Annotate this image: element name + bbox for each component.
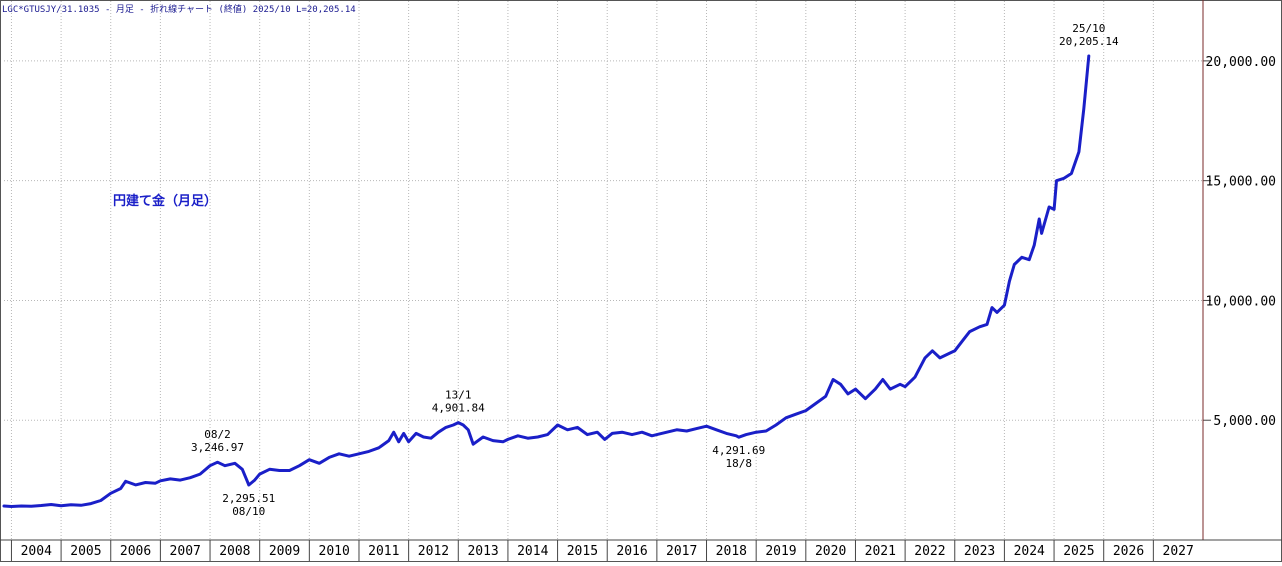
x-tick-label: 2026: [1113, 544, 1144, 559]
x-tick-label: 2012: [418, 544, 449, 559]
y-tick-label: 15,000.00: [1206, 175, 1276, 190]
y-tick-label: 20,000.00: [1206, 55, 1276, 70]
x-tick-label: 2011: [368, 544, 399, 559]
chart-title: 円建て金（月足）: [113, 194, 218, 209]
x-tick-label: 2023: [964, 544, 995, 559]
x-tick-label: 2013: [467, 544, 498, 559]
x-tick-label: 2024: [1014, 544, 1045, 559]
annotation-label: 08/2: [204, 428, 231, 441]
x-tick-label: 2006: [120, 544, 151, 559]
x-tick-label: 2004: [21, 544, 52, 559]
x-tick-label: 2015: [567, 544, 598, 559]
y-tick-label: 10,000.00: [1206, 294, 1276, 309]
header-period: 月足: [115, 5, 134, 15]
x-tick-label: 2021: [865, 544, 896, 559]
header-last-info: 2025/10 L=20,205.14: [252, 5, 356, 15]
x-tick-label: 2010: [319, 544, 350, 559]
header-symbol: LGC*GTUSJY/31.1035: [2, 5, 100, 15]
annotation-label: 3,246.97: [191, 441, 244, 454]
x-tick-label: 2019: [765, 544, 796, 559]
x-tick-label: 2020: [815, 544, 846, 559]
header-price-kind: (終値): [218, 5, 248, 15]
x-tick-label: 2027: [1163, 544, 1194, 559]
annotation-label: 2,295.51: [222, 492, 275, 505]
annotation-label: 4,291.69: [712, 444, 765, 457]
annotation-label: 20,205.14: [1059, 35, 1119, 48]
header-chart-kind: 折れ線チャート: [150, 5, 214, 15]
x-tick-label: 2005: [70, 544, 101, 559]
x-tick-label: 2022: [914, 544, 945, 559]
x-tick-label: 2009: [269, 544, 300, 559]
x-tick-label: 2017: [666, 544, 697, 559]
chart-header: LGC*GTUSJY/31.1035 - 月足 - 折れ線チャート (終値) 2…: [2, 5, 356, 15]
x-tick-label: 2008: [219, 544, 250, 559]
annotation-label: 4,901.84: [432, 402, 485, 415]
x-tick-label: 2016: [616, 544, 647, 559]
x-tick-label: 2007: [170, 544, 201, 559]
y-tick-label: 5,000.00: [1213, 414, 1276, 429]
x-tick-label: 2025: [1063, 544, 1094, 559]
price-line: [2, 54, 1091, 508]
annotation-label: 08/10: [232, 505, 265, 518]
x-tick-label: 2018: [716, 544, 747, 559]
annotation-label: 25/10: [1072, 22, 1105, 35]
annotation-label: 18/8: [726, 457, 753, 470]
x-tick-label: 2014: [517, 544, 548, 559]
annotation-label: 13/1: [445, 389, 472, 402]
